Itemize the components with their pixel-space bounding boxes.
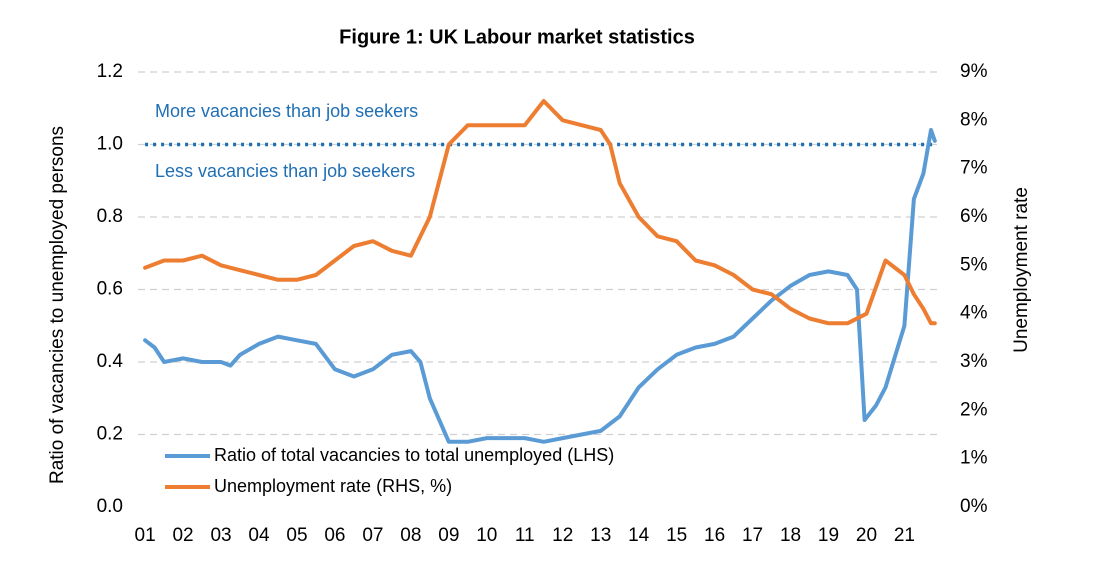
- y2-tick-label: 5%: [960, 254, 988, 275]
- y-tick-label: 0.8: [97, 206, 123, 227]
- x-tick-label: 10: [476, 525, 497, 546]
- x-tick-label: 13: [590, 525, 611, 546]
- x-tick-label: 17: [742, 525, 763, 546]
- y-tick-label: 1.2: [97, 61, 123, 82]
- y2-tick-label: 0%: [960, 496, 988, 517]
- x-tick-label: 06: [324, 525, 345, 546]
- y2-tick-label: 6%: [960, 206, 988, 227]
- x-tick-label: 07: [362, 525, 383, 546]
- y2-tick-label: 4%: [960, 303, 988, 324]
- x-tick-label: 05: [286, 525, 307, 546]
- y2-tick-label: 2%: [960, 399, 988, 420]
- x-tick-label: 08: [400, 525, 421, 546]
- y-tick-label: 0.0: [97, 496, 123, 517]
- y-tick-label: 0.4: [97, 351, 124, 372]
- annotation: More vacancies than job seekers: [155, 101, 418, 121]
- y2-tick-label: 3%: [960, 351, 988, 372]
- x-tick-label: 16: [704, 525, 725, 546]
- y2-tick-label: 1%: [960, 448, 988, 469]
- y2-tick-label: 9%: [960, 61, 988, 82]
- y2-tick-label: 8%: [960, 109, 988, 130]
- x-tick-label: 15: [666, 525, 687, 546]
- chart-title: Figure 1: UK Labour market statistics: [339, 26, 695, 48]
- x-tick-label: 14: [628, 525, 650, 546]
- x-tick-label: 03: [210, 525, 231, 546]
- x-tick-label: 02: [172, 525, 193, 546]
- series-line: [143, 99, 937, 326]
- x-tick-label: 19: [818, 525, 839, 546]
- x-tick-label: 18: [780, 525, 801, 546]
- annotation: Less vacancies than job seekers: [155, 161, 415, 181]
- y2-axis-title: Unemployment rate: [1011, 187, 1032, 353]
- y-tick-label: 1.0: [97, 134, 123, 155]
- x-tick-label: 11: [515, 525, 535, 546]
- x-tick-label: 09: [438, 525, 459, 546]
- x-tick-label: 01: [135, 525, 156, 546]
- y-axis-title: Ratio of vacancies to unemployed persons: [47, 126, 68, 484]
- legend-label: Unemployment rate (RHS, %): [214, 476, 452, 496]
- series-line: [143, 128, 937, 444]
- legend-label: Ratio of total vacancies to total unempl…: [214, 445, 614, 465]
- x-tick-label: 12: [552, 525, 573, 546]
- y-tick-label: 0.2: [97, 424, 123, 445]
- x-tick-label: 20: [856, 525, 877, 546]
- y-tick-label: 0.6: [97, 279, 123, 300]
- x-tick-label: 21: [894, 525, 915, 546]
- y2-tick-label: 7%: [960, 158, 988, 179]
- x-tick-label: 04: [248, 525, 270, 546]
